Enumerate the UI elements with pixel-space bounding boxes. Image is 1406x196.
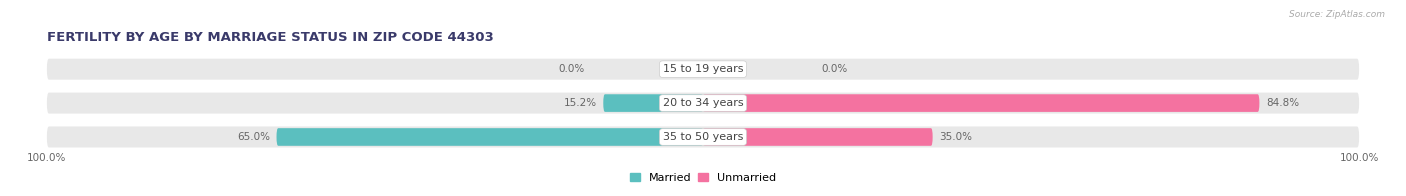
FancyBboxPatch shape xyxy=(46,126,1360,148)
Text: 35 to 50 years: 35 to 50 years xyxy=(662,132,744,142)
Legend: Married, Unmarried: Married, Unmarried xyxy=(630,173,776,183)
FancyBboxPatch shape xyxy=(703,94,1260,112)
FancyBboxPatch shape xyxy=(46,59,1360,80)
Text: 15.2%: 15.2% xyxy=(564,98,596,108)
FancyBboxPatch shape xyxy=(277,128,703,146)
FancyBboxPatch shape xyxy=(603,94,703,112)
FancyBboxPatch shape xyxy=(46,93,1360,114)
Text: 15 to 19 years: 15 to 19 years xyxy=(662,64,744,74)
Text: 35.0%: 35.0% xyxy=(939,132,972,142)
Text: 0.0%: 0.0% xyxy=(558,64,585,74)
Text: 20 to 34 years: 20 to 34 years xyxy=(662,98,744,108)
Text: 0.0%: 0.0% xyxy=(821,64,848,74)
Text: FERTILITY BY AGE BY MARRIAGE STATUS IN ZIP CODE 44303: FERTILITY BY AGE BY MARRIAGE STATUS IN Z… xyxy=(46,31,494,44)
Text: 84.8%: 84.8% xyxy=(1265,98,1299,108)
FancyBboxPatch shape xyxy=(703,128,932,146)
Text: 100.0%: 100.0% xyxy=(1340,153,1379,163)
Text: 100.0%: 100.0% xyxy=(27,153,66,163)
Text: 65.0%: 65.0% xyxy=(238,132,270,142)
Text: Source: ZipAtlas.com: Source: ZipAtlas.com xyxy=(1289,10,1385,19)
